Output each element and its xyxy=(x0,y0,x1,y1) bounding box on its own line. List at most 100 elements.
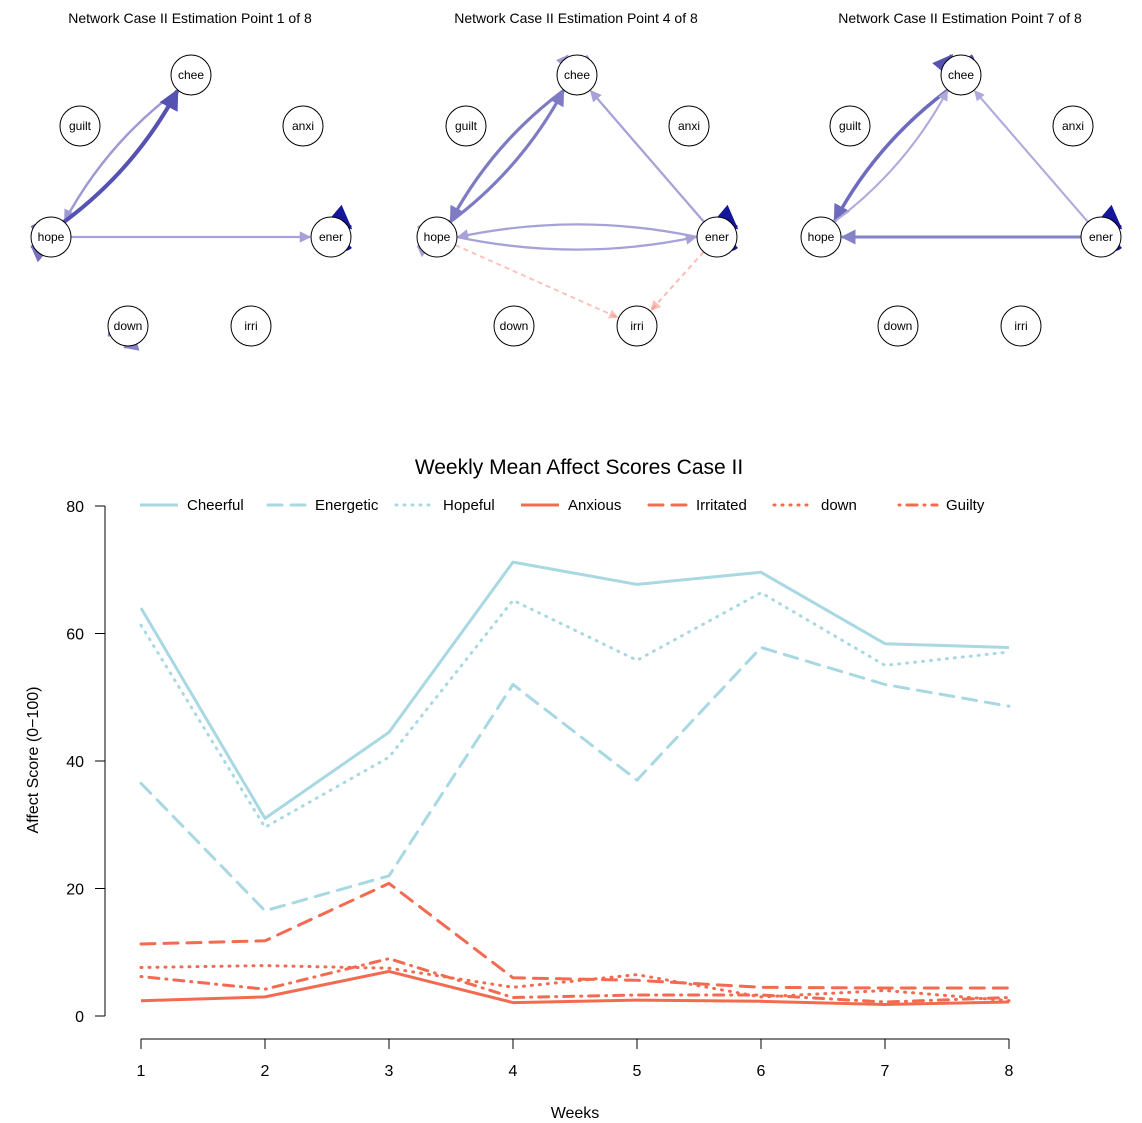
x-tick-label: 3 xyxy=(385,1063,394,1080)
series-line-down xyxy=(139,964,1011,1003)
node-label: hope xyxy=(808,230,835,244)
node-label: chee xyxy=(564,68,590,82)
network-node-anxi: anxi xyxy=(1052,105,1094,147)
node-label: anxi xyxy=(1062,119,1084,133)
network-node-chee: chee xyxy=(170,54,212,96)
x-axis: 1 2 3 4 5 6 7 8 xyxy=(137,1038,1014,1080)
node-label: guilt xyxy=(455,119,478,133)
network-node-down: down xyxy=(107,305,149,347)
node-label: guilt xyxy=(69,119,92,133)
series-line-irritated xyxy=(139,881,1011,990)
x-tick-label: 8 xyxy=(1005,1063,1014,1080)
legend: Cheerful Energetic Hopeful Anxious Irritated… xyxy=(140,497,985,514)
node-circle xyxy=(696,216,738,258)
network-node-hope: hope xyxy=(800,216,842,258)
legend-item-down: down xyxy=(772,497,857,514)
network-panel-1: Network Case II Estimation Point 1 of 8 … xyxy=(30,10,353,351)
legend-label: Irritated xyxy=(696,497,747,514)
y-tick-label: 20 xyxy=(66,882,84,899)
network-edge-ener-to-chee xyxy=(589,90,705,223)
network-node-down: down xyxy=(493,305,535,347)
node-circle xyxy=(230,305,272,347)
legend-item-cheerful: Cheerful xyxy=(140,497,244,514)
x-tick-label: 2 xyxy=(261,1063,270,1080)
x-tick-label: 4 xyxy=(509,1063,518,1080)
node-circle xyxy=(416,216,458,258)
node-label: ener xyxy=(319,230,343,244)
y-tick-label: 80 xyxy=(66,499,84,516)
network-node-guilt: guilt xyxy=(829,105,871,147)
chart-title: Weekly Mean Affect Scores Case II xyxy=(415,456,743,479)
network-node-irri: irri xyxy=(1000,305,1042,347)
y-tick-label: 0 xyxy=(75,1009,84,1026)
x-tick-label: 1 xyxy=(137,1063,146,1080)
x-tick-label: 5 xyxy=(633,1063,642,1080)
x-axis-label: Weeks xyxy=(551,1105,600,1122)
legend-label: down xyxy=(821,497,857,514)
series-line-anxious xyxy=(140,969,1010,1006)
y-axis-label: Affect Score (0−100) xyxy=(25,687,42,834)
node-label: down xyxy=(500,319,529,333)
network-title: Network Case II Estimation Point 4 of 8 xyxy=(454,10,698,26)
legend-item-hopeful: Hopeful xyxy=(394,497,495,514)
legend-label: Energetic xyxy=(315,497,379,514)
node-circle xyxy=(1080,216,1122,258)
node-circle xyxy=(493,305,535,347)
node-circle xyxy=(556,54,598,96)
node-label: hope xyxy=(38,230,65,244)
network-edge-chee-to-hope xyxy=(833,88,949,223)
legend-label: Anxious xyxy=(568,497,621,514)
network-node-ener: ener xyxy=(310,216,352,258)
network-edge-ener-to-hope xyxy=(456,223,698,241)
node-label: down xyxy=(114,319,143,333)
legend-item-anxious: Anxious xyxy=(521,497,621,514)
network-node-anxi: anxi xyxy=(282,105,324,147)
legend-label: Guilty xyxy=(946,497,985,514)
y-tick-label: 60 xyxy=(66,627,84,644)
series-line-guilty xyxy=(139,957,1011,1004)
legend-item-guilty: Guilty xyxy=(897,497,985,514)
network-node-hope: hope xyxy=(416,216,458,258)
x-tick-label: 7 xyxy=(881,1063,890,1080)
network-node-down: down xyxy=(877,305,919,347)
node-label: guilt xyxy=(839,119,862,133)
node-label: irri xyxy=(1014,319,1027,333)
legend-item-energetic: Energetic xyxy=(266,497,379,514)
node-circle xyxy=(445,105,487,147)
network-node-guilt: guilt xyxy=(445,105,487,147)
legend-label: Cheerful xyxy=(187,497,244,514)
node-circle xyxy=(282,105,324,147)
network-edge-hope-to-chee xyxy=(449,89,565,224)
network-panel-7: Network Case II Estimation Point 7 of 8 … xyxy=(800,10,1123,347)
legend-label: Hopeful xyxy=(443,497,495,514)
node-circle xyxy=(668,105,710,147)
network-node-irri: irri xyxy=(616,305,658,347)
network-node-chee: chee xyxy=(940,54,982,96)
network-node-hope: hope xyxy=(30,216,72,258)
network-node-irri: irri xyxy=(230,305,272,347)
network-title: Network Case II Estimation Point 7 of 8 xyxy=(838,10,1082,26)
node-circle xyxy=(800,216,842,258)
node-circle xyxy=(829,105,871,147)
network-node-anxi: anxi xyxy=(668,105,710,147)
network-edge-hope-to-irri xyxy=(454,244,619,319)
y-tick-label: 40 xyxy=(66,754,84,771)
node-label: anxi xyxy=(292,119,314,133)
node-circle xyxy=(616,305,658,347)
node-label: anxi xyxy=(678,119,700,133)
node-circle xyxy=(877,305,919,347)
node-circle xyxy=(940,54,982,96)
node-circle xyxy=(59,105,101,147)
network-node-guilt: guilt xyxy=(59,105,101,147)
network-edge-hope-to-chee xyxy=(833,89,949,223)
node-circle xyxy=(30,216,72,258)
network-edge-ener-to-chee xyxy=(973,90,1089,223)
node-label: ener xyxy=(1089,230,1113,244)
node-circle xyxy=(310,216,352,258)
series-line-cheerful xyxy=(139,560,1010,820)
network-node-chee: chee xyxy=(556,54,598,96)
network-title: Network Case II Estimation Point 1 of 8 xyxy=(68,10,312,26)
y-axis: 0 20 40 60 80 xyxy=(66,499,106,1026)
network-edge-hope-to-chee xyxy=(62,89,180,224)
node-label: ener xyxy=(705,230,729,244)
